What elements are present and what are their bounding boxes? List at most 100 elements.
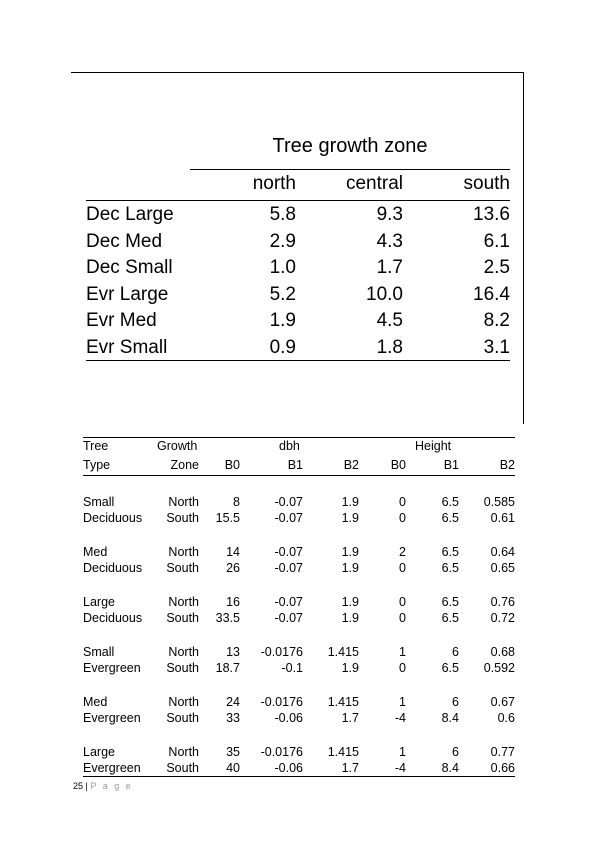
table2-row: Evergreen South 18.7 -0.1 1.9 0 6.5 0.592 (83, 660, 515, 676)
table2-head-height-b0: B0 (390, 458, 406, 472)
table1-cell-central: 1.8 (376, 336, 403, 358)
table1-cell-north: 2.9 (269, 230, 296, 252)
table2-cell-height-b0: 0 (399, 595, 406, 609)
table2-cell-height-b2: 0.64 (490, 545, 515, 559)
table2-cell-type: Med (83, 545, 108, 559)
table2-group-gap (83, 726, 515, 744)
table2-cell-dbh-b0: 33.5 (215, 611, 240, 625)
table2-cell-dbh-b1: -0.07 (274, 595, 304, 609)
table2-top-rule (83, 437, 515, 438)
table2-cell-dbh-b2: 1.7 (341, 761, 359, 775)
table2-cell-height-b2: 0.77 (490, 745, 515, 759)
page-number: 25 (73, 781, 84, 791)
table2-body: Small North 8 -0.07 1.9 0 6.5 0.585 Deciduous Sou… (83, 476, 515, 777)
table2-cell-dbh-b0: 14 (226, 545, 240, 559)
table2-row: Evergreen South 40 -0.06 1.7 -4 8.4 0.66 (83, 760, 515, 777)
table2-cell-height-b0: -4 (394, 761, 406, 775)
table2-cell-dbh-b1: -0.06 (274, 711, 304, 725)
table2-row: Evergreen South 33 -0.06 1.7 -4 8.4 0.6 (83, 710, 515, 726)
table2-cell-dbh-b0: 16 (226, 595, 240, 609)
table1-cell-north: 5.8 (269, 204, 296, 225)
table2-cell-height-b1: 6.5 (441, 661, 459, 675)
table1-row: Evr Med 1.9 4.5 8.2 (86, 307, 510, 334)
table2-cell-zone: North (168, 595, 199, 609)
table2-cell-zone: North (168, 695, 199, 709)
page-footer: 25 | P a g e (73, 781, 133, 791)
table1-cell-north: 5.2 (269, 283, 296, 305)
table2-cell-dbh-b2: 1.9 (341, 511, 359, 525)
table1-row: Dec Large 5.8 9.3 13.6 (86, 201, 510, 228)
table2-group-gap (83, 626, 515, 644)
table2-cell-dbh-b0: 24 (226, 695, 240, 709)
table1-cell-central: 1.7 (376, 257, 403, 278)
table2-cell-type: Evergreen (83, 711, 141, 725)
table2-cell-height-b2: 0.76 (490, 595, 515, 609)
table1-cell-north: 1.0 (269, 257, 296, 278)
table2-cell-height-b2: 0.592 (483, 661, 515, 675)
table2-cell-height-b0: 0 (399, 611, 406, 625)
table2-cell-dbh-b2: 1.9 (341, 595, 359, 609)
table2-cell-dbh-b0: 15.5 (215, 511, 240, 525)
table2-cell-height-b1: 6.5 (441, 561, 459, 575)
table1-cell-central: 4.5 (376, 310, 403, 331)
table2-row: Med North 24 -0.0176 1.415 1 6 0.67 (83, 694, 515, 710)
table2-cell-zone: South (166, 611, 199, 625)
table2-cell-height-b2: 0.61 (490, 511, 515, 525)
table2-cell-dbh-b2: 1.415 (327, 745, 359, 759)
table1-row-label: Dec Large (86, 204, 174, 225)
table2-cell-height-b2: 0.66 (490, 761, 515, 775)
table2-cell-dbh-b1: -0.0176 (260, 695, 303, 709)
table2-cell-type: Evergreen (83, 661, 141, 675)
table2-head-growth: Growth (157, 439, 198, 453)
table2-cell-dbh-b2: 1.415 (327, 695, 359, 709)
table1-cell-south: 2.5 (483, 257, 510, 278)
table2-cell-zone: North (168, 745, 199, 759)
table2-cell-height-b0: -4 (394, 711, 406, 725)
table2-cell-dbh-b1: -0.07 (274, 511, 304, 525)
table2-cell-height-b2: 0.6 (497, 711, 515, 725)
table1-row-label: Evr Med (86, 310, 157, 331)
table2-cell-height-b2: 0.72 (490, 611, 515, 625)
table2-cell-height-b2: 0.67 (490, 695, 515, 709)
table2-cell-type: Large (83, 745, 115, 759)
table2-cell-type: Large (83, 595, 115, 609)
table2-cell-dbh-b2: 1.415 (327, 645, 359, 659)
table1-row: Dec Small 1.0 1.7 2.5 (86, 254, 510, 281)
table1-row: Dec Med 2.9 4.3 6.1 (86, 228, 510, 255)
table2-row: Deciduous South 33.5 -0.07 1.9 0 6.5 0.72 (83, 610, 515, 626)
table2-cell-height-b0: 1 (399, 745, 406, 759)
table2-cell-height-b0: 0 (399, 511, 406, 525)
table2-head-dbh-b1: B1 (287, 458, 303, 472)
table2-cell-type: Deciduous (83, 561, 143, 575)
table2-cell-height-b1: 6 (452, 745, 459, 759)
table1-spanner-label: Tree growth zone (272, 135, 428, 157)
table2-head-zone: Zone (170, 458, 200, 472)
table1-row-label: Dec Med (86, 230, 163, 252)
page-separator: | (83, 781, 91, 791)
table2-cell-height-b0: 2 (399, 545, 406, 559)
table2-cell-height-b0: 1 (399, 695, 406, 709)
table2-cell-dbh-b2: 1.9 (341, 611, 359, 625)
frame-right-rule (523, 72, 524, 424)
table2-cell-dbh-b1: -0.0176 (260, 645, 303, 659)
table2-cell-zone: North (168, 645, 199, 659)
table1-header-row: north central south (86, 170, 510, 201)
table2-head-height-b1: B1 (443, 458, 459, 472)
table1-cell-south: 16.4 (473, 283, 510, 305)
table1-cell-central: 9.3 (376, 204, 403, 225)
table2-row: Large North 35 -0.0176 1.415 1 6 0.77 (83, 744, 515, 760)
table2-cell-height-b1: 6.5 (441, 495, 459, 509)
table2-cell-type: Small (83, 645, 115, 659)
table2-cell-zone: South (166, 511, 199, 525)
table2-cell-type: Deciduous (83, 511, 143, 525)
table2-head-height-b2: B2 (499, 458, 515, 472)
table2-cell-zone: South (166, 661, 199, 675)
table2-cell-type: Evergreen (83, 761, 141, 775)
table2-cell-zone: North (168, 545, 199, 559)
table2-cell-dbh-b0: 26 (226, 561, 240, 575)
table1-col-south: south (463, 173, 510, 194)
table2-cell-height-b0: 0 (399, 561, 406, 575)
table2-cell-dbh-b1: -0.07 (274, 495, 304, 509)
table1-body: Dec Large 5.8 9.3 13.6 Dec Med 2.9 4.3 6.1 Dec S… (86, 201, 510, 361)
table2-cell-dbh-b1: -0.06 (274, 761, 304, 775)
